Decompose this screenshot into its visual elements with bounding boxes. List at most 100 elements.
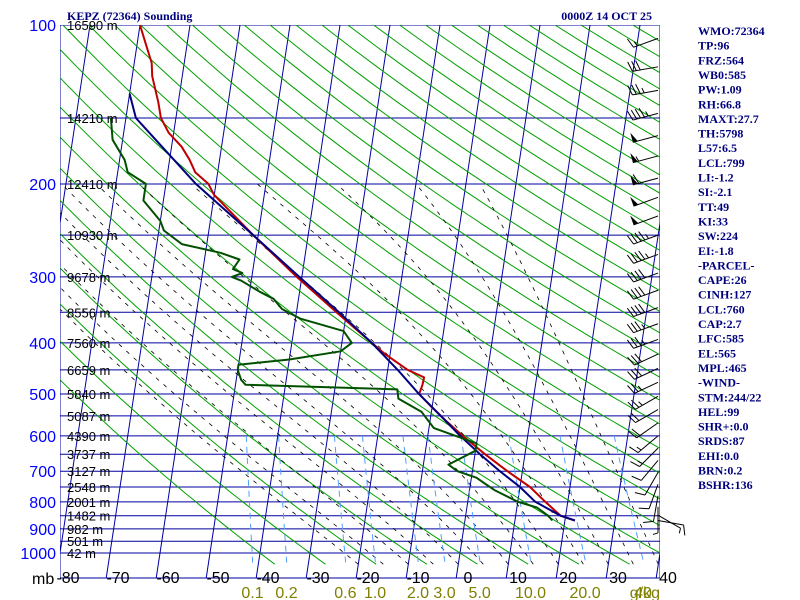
mixing-ratio-unit: g/kg: [630, 585, 660, 600]
pressure-unit-label: mb: [32, 571, 54, 588]
temperature-tick-label: -20: [356, 570, 379, 587]
stat-cap: CAP:2.7: [698, 317, 742, 331]
temperature-tick-label: 30: [609, 570, 627, 587]
wind-barb: [631, 460, 659, 481]
mixing-ratio-line: [508, 435, 532, 565]
dry-adiabat-line: [295, 25, 660, 271]
wind-barb: [627, 83, 659, 96]
mixing-ratio-line: [402, 435, 419, 565]
pressure-tick-label: 500: [29, 387, 56, 404]
stat-srds: SRDS:87: [698, 434, 745, 448]
temperature-tick-label: 10: [509, 570, 527, 587]
stat-sw: SW:224: [698, 229, 738, 243]
stat-th: TH:5798: [698, 127, 743, 141]
stat-hel: HEL:99: [698, 405, 739, 419]
dry-adiabat-line: [60, 379, 276, 565]
isotherm-line: [555, 25, 641, 579]
wind-barb: [643, 495, 659, 524]
height-label: 501 m: [67, 534, 103, 549]
parcel-trace: [128, 93, 576, 522]
stat-mpl: MPL:465: [698, 361, 747, 375]
height-label: 16590 m: [67, 18, 118, 33]
temperature-tick-label: -50: [206, 570, 229, 587]
wind-barb: [628, 422, 659, 439]
dry-adiabat-line: [140, 25, 660, 401]
stat-wb0: WB0:585: [698, 68, 746, 82]
mixing-ratio-line: [245, 435, 254, 565]
wind-barbs: [626, 37, 686, 536]
stat-ei: EI:-1.8: [698, 244, 734, 258]
wind-barb: [630, 196, 659, 207]
dry-adiabat-line: [243, 25, 660, 313]
wind-barb: [630, 152, 659, 164]
pressure-tick-label: 1000: [20, 546, 56, 563]
pressure-tick-label: 200: [29, 177, 56, 194]
wind-barb: [638, 484, 659, 510]
stat-si: SI:-2.1: [698, 185, 732, 199]
wind-barb: [626, 250, 659, 264]
mixing-ratio-line: [278, 435, 288, 565]
moist-adiabat-line: [60, 263, 409, 565]
mixing-ratio-tick-label: 5.0: [469, 585, 491, 600]
height-label: 8556 m: [67, 305, 110, 320]
dry-adiabat-line: [88, 25, 660, 449]
isotherm-line: [605, 219, 660, 579]
stat-brn: BRN:0.2: [698, 464, 742, 478]
temperature-tick-label: -70: [106, 570, 129, 587]
dry-adiabat-line: [60, 76, 660, 527]
background-grid: [60, 25, 660, 579]
temperature-tick-label: 20: [559, 570, 577, 587]
stat-parcel-header: -PARCEL-: [698, 258, 754, 272]
stat-bshr: BSHR:136: [698, 478, 753, 492]
stat-tt: TT:49: [698, 200, 729, 214]
chart-title: KEPZ (72364) Sounding: [67, 9, 192, 23]
wind-barb: [627, 367, 659, 380]
temperature-tick-label: 0: [464, 570, 473, 587]
mixing-ratio-tick-label: 3.0: [433, 585, 455, 600]
pressure-tick-label: 400: [29, 336, 56, 353]
dry-adiabat-line: [580, 25, 660, 74]
stat-rh: RH:66.8: [698, 97, 741, 111]
isotherm-line: [405, 25, 491, 579]
stat-stm: STM:244/22: [698, 390, 761, 404]
wind-barb: [629, 435, 659, 453]
stat-cape: CAPE:26: [698, 273, 747, 287]
mixing-ratio-line: [333, 435, 347, 565]
isotherm-line: [455, 25, 541, 579]
height-label: 982 m: [67, 522, 103, 537]
height-label: 10930 m: [67, 228, 118, 243]
stat-maxt: MAXT:27.7: [698, 112, 759, 126]
mixing-ratio-tick-label: 0.2: [275, 585, 297, 600]
stat-el: EL:565: [698, 346, 736, 360]
mixing-ratio-tick-label: 0.1: [241, 585, 263, 600]
dry-adiabat-line: [269, 25, 660, 292]
wind-barb: [630, 174, 659, 186]
dewpoint-trace: [109, 117, 554, 522]
dry-adiabat-line: [192, 25, 660, 356]
stat-wmo: WMO:72364: [698, 24, 765, 38]
moist-adiabat-line: [190, 183, 559, 565]
wind-barb: [626, 231, 659, 245]
dry-adiabat-line: [60, 303, 377, 565]
isotherm-line: [60, 25, 141, 557]
stat-lcl: LCL:799: [698, 156, 745, 170]
mixing-ratio-tick-label: 0.6: [334, 585, 356, 600]
height-label: 4390 m: [67, 429, 110, 444]
temperature-tick-label: 40: [659, 570, 677, 587]
chart-datetime: 0000Z 14 OCT 25: [561, 9, 652, 23]
height-label: 12410 m: [67, 177, 118, 192]
height-label: 9678 m: [67, 270, 110, 285]
temperature-tick-label: -80: [56, 570, 79, 587]
mixing-ratio-tick-label: 40: [634, 585, 652, 600]
isotherm-line: [105, 25, 191, 579]
stat-ehi: EHI:0.0: [698, 449, 739, 463]
moist-adiabat-line: [415, 183, 634, 565]
stat-lfc: LFC:585: [698, 332, 744, 346]
pressure-tick-label: 100: [29, 18, 56, 35]
wind-barb: [626, 37, 659, 48]
stat-l57: L57:6.5: [698, 141, 737, 155]
wind-barb: [627, 353, 659, 366]
height-label: 42 m: [67, 546, 96, 561]
